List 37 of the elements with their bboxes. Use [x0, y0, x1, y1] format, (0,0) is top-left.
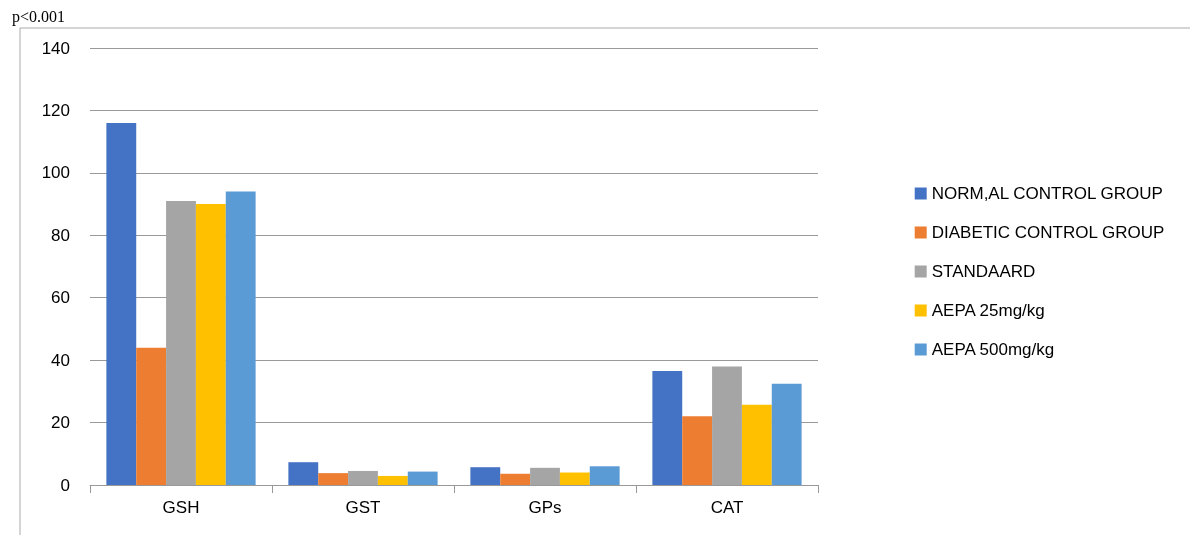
bar — [407, 471, 438, 485]
y-tick-label: 100 — [41, 163, 70, 183]
y-tick-label: 60 — [51, 288, 70, 308]
text: p<0.001 — [12, 7, 66, 26]
legend-label: NORM,AL CONTROL GROUP — [931, 184, 1163, 203]
bar — [530, 467, 560, 485]
bar — [106, 122, 137, 485]
bar — [652, 371, 683, 485]
y-tick-label: 40 — [51, 350, 70, 370]
x-tick-label: GSH — [162, 498, 200, 517]
bar — [559, 472, 590, 485]
y-tick-label: 80 — [51, 225, 70, 245]
bar — [712, 366, 742, 485]
bar — [500, 473, 531, 485]
legend-label: DIABETIC CONTROL GROUP — [931, 223, 1165, 242]
x-tick-label: GST — [345, 498, 381, 517]
bar — [225, 191, 256, 485]
bar — [348, 470, 378, 485]
bar — [377, 475, 408, 485]
y-tick-label: 20 — [51, 413, 70, 433]
legend-label: AEPA 25mg/kg — [931, 301, 1045, 320]
y-tick-label: 120 — [41, 100, 70, 120]
bar — [288, 462, 319, 485]
bar — [195, 204, 226, 485]
bar — [682, 416, 713, 485]
legend-label: AEPA 500mg/kg — [931, 340, 1055, 359]
bar — [470, 467, 501, 485]
y-tick-label: 0 — [60, 475, 70, 495]
x-tick-label: CAT — [710, 498, 744, 517]
x-tick-label: GPs — [528, 498, 562, 517]
bar — [136, 347, 167, 485]
bar — [741, 404, 772, 485]
bar — [771, 383, 802, 485]
legend-label: STANDAARD — [931, 262, 1036, 281]
bar — [318, 473, 349, 485]
y-tick-label: 140 — [41, 38, 70, 58]
bar — [589, 466, 620, 485]
